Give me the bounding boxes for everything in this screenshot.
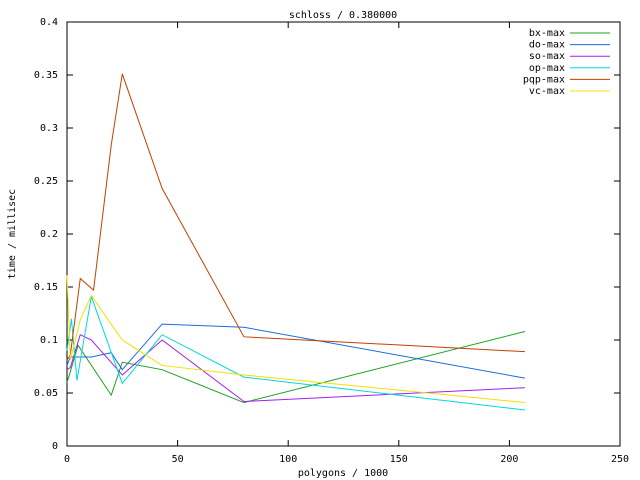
x-tick-label: 150	[390, 454, 408, 465]
x-tick-label: 200	[500, 454, 518, 465]
y-tick-label: 0.1	[40, 335, 58, 346]
y-tick-label: 0.05	[34, 388, 58, 399]
x-tick-label: 100	[279, 454, 297, 465]
series-line	[66, 333, 525, 402]
legend-label: do-max	[529, 40, 565, 51]
y-tick-label: 0.2	[40, 229, 58, 240]
legend-label: pqp-max	[523, 74, 565, 85]
y-tick-label: 0.4	[40, 17, 58, 28]
chart-title: schloss / 0.380000	[289, 10, 397, 21]
series-line	[66, 73, 525, 361]
y-tick-label: 0.15	[34, 282, 58, 293]
legend-label: op-max	[529, 63, 565, 74]
series-line	[66, 275, 525, 404]
x-axis-label: polygons / 1000	[298, 468, 388, 479]
y-tick-label: 0.25	[34, 176, 58, 187]
legend-label: so-max	[529, 51, 565, 62]
legend-label: vc-max	[529, 86, 565, 97]
y-tick-label: 0	[52, 441, 58, 452]
y-axis-label: time / millisec	[7, 189, 18, 279]
legend-label: bx-max	[529, 28, 565, 39]
series-line	[66, 294, 525, 411]
y-tick-label: 0.35	[34, 70, 58, 81]
x-tick-label: 0	[64, 454, 70, 465]
y-tick-label: 0.3	[40, 123, 58, 134]
series-line	[66, 331, 526, 404]
x-tick-label: 250	[611, 454, 629, 465]
x-tick-label: 50	[172, 454, 184, 465]
